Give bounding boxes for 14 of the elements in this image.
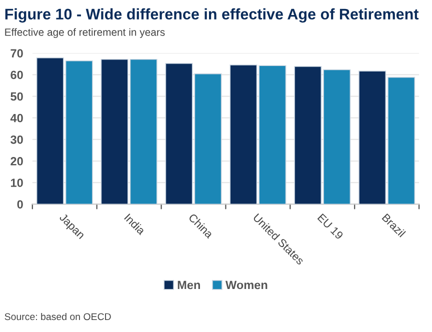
x-tick-label: EU 19 — [317, 213, 344, 240]
legend-label: Women — [225, 280, 268, 290]
y-tick-label: 60 — [10, 70, 23, 80]
source-note: Source: based on OECD — [4, 312, 111, 320]
y-tick-label: 40 — [10, 114, 23, 122]
y-tick-label: 50 — [10, 92, 23, 101]
y-tick-label: 30 — [10, 135, 23, 144]
chart-title: Figure 10 - Wide difference in effective Age of Retirement — [5, 8, 419, 23]
y-tick-label: 20 — [10, 157, 23, 166]
y-tick-label: 10 — [10, 178, 23, 187]
chart-subtitle: Effective age of retirement in years — [5, 28, 165, 38]
y-tick-label: 0 — [17, 200, 23, 209]
y-tick-label: 70 — [10, 49, 23, 58]
legend-label: Men — [178, 280, 200, 290]
